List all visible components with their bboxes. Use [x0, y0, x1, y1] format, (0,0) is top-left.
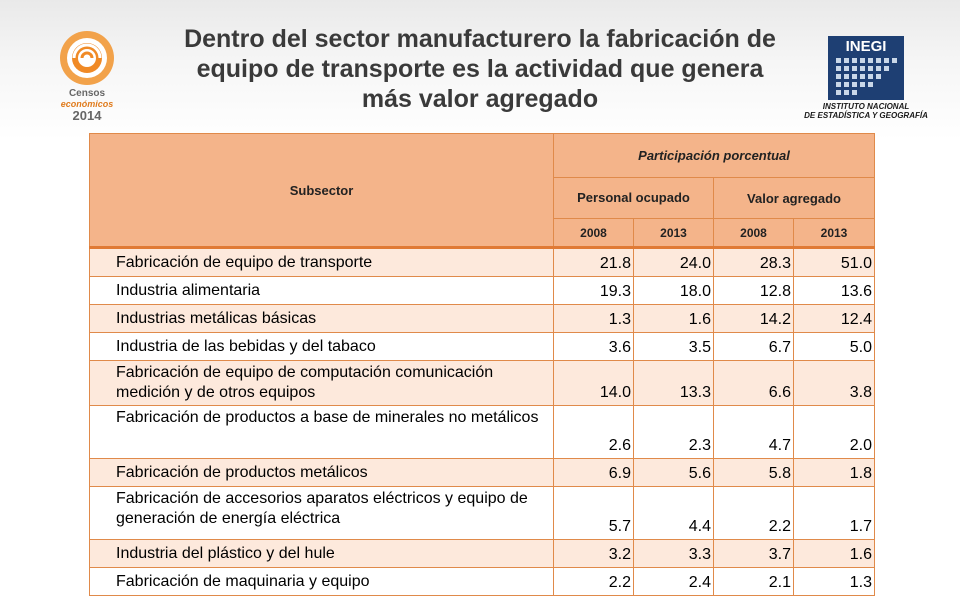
- value-cell: 28.3: [713, 246, 794, 277]
- inegi-logo-name: INEGI: [846, 38, 887, 55]
- value-cell: 19.3: [553, 276, 634, 305]
- value-cell: 5.7: [553, 486, 634, 540]
- table-row: Fabricación de equipo de transporte 21.8 2…: [89, 246, 876, 277]
- value-cell: 2.4: [633, 567, 714, 596]
- value-cell: 6.6: [713, 360, 794, 406]
- subsector-name: Fabricación de maquinaria y equipo: [89, 567, 554, 596]
- table-row: Industrias metálicas básicas 1.3 1.6 14.2 12…: [89, 304, 876, 333]
- inegi-mark-icon: INEGI: [828, 36, 904, 100]
- value-cell: 3.6: [553, 332, 634, 361]
- value-cell: 2.0: [792, 405, 876, 459]
- header-personal-ocupado: Personal ocupado: [553, 177, 714, 219]
- value-cell: 12.4: [792, 304, 876, 333]
- inegi-line2: DE ESTADÍSTICA Y GEOGRAFÍA: [804, 111, 928, 120]
- value-cell: 18.0: [633, 276, 714, 305]
- value-cell: 3.7: [713, 539, 794, 568]
- title-line-2: equipo de transporte es la actividad que…: [196, 55, 764, 83]
- value-cell: 24.0: [633, 246, 714, 277]
- value-cell: 5.0: [792, 332, 876, 361]
- logo-censos-line2: económicos: [60, 99, 114, 109]
- inegi-line1: INSTITUTO NACIONAL: [822, 102, 910, 111]
- value-cell: 3.2: [553, 539, 634, 568]
- value-cell: 2.2: [553, 567, 634, 596]
- value-cell: 2.3: [633, 405, 714, 459]
- value-cell: 1.6: [633, 304, 714, 333]
- subsector-name: Industria de las bebidas y del tabaco: [89, 332, 554, 361]
- subsector-name: Fabricación de equipo de transporte: [89, 246, 554, 277]
- subsector-name: Fabricación de accesorios aparatos eléct…: [89, 486, 554, 540]
- censos-spiral-icon: [60, 31, 114, 85]
- table-row: Industria alimentaria 19.3 18.0 12.8 13.6: [89, 276, 876, 305]
- subsector-name: Fabricación de productos a base de miner…: [89, 405, 554, 459]
- value-cell: 5.6: [633, 458, 714, 487]
- logo-censos-line1: Censos: [68, 88, 106, 99]
- header-year: 2008: [713, 218, 794, 248]
- header-subsector: Subsector: [89, 133, 554, 248]
- subsector-name: Industria alimentaria: [89, 276, 554, 305]
- table-row: Fabricación de productos metálicos 6.9 5.6…: [89, 458, 876, 487]
- header-year: 2013: [633, 218, 714, 248]
- censos-economicos-logo: Censos económicos 2014: [52, 28, 122, 124]
- value-cell: 21.8: [553, 246, 634, 277]
- table-row: Industria de las bebidas y del tabaco 3.6…: [89, 332, 876, 361]
- inegi-logo: INEGI INSTITUTO NACIONAL DE ESTADÍSTICA …: [804, 36, 932, 120]
- value-cell: 4.7: [713, 405, 794, 459]
- table-row: Fabricación de productos a base de miner…: [89, 405, 876, 459]
- value-cell: 14.0: [553, 360, 634, 406]
- value-cell: 1.8: [792, 458, 876, 487]
- header-participacion: Participación porcentual: [552, 133, 876, 178]
- subsector-name: Fabricación de productos metálicos: [89, 458, 554, 487]
- header-valor-agregado: Valor agregado: [712, 177, 876, 219]
- value-cell: 6.7: [713, 332, 794, 361]
- value-cell: 4.4: [633, 486, 714, 540]
- table-row: Fabricación de equipo de computación com…: [89, 360, 876, 406]
- value-cell: 1.7: [792, 486, 876, 540]
- header-band: [0, 0, 960, 140]
- value-cell: 3.3: [633, 539, 714, 568]
- value-cell: 3.5: [633, 332, 714, 361]
- page-title: Dentro del sector manufacturero la fabri…: [150, 24, 810, 114]
- header-year: 2013: [792, 218, 876, 248]
- value-cell: 14.2: [713, 304, 794, 333]
- value-cell: 2.1: [713, 567, 794, 596]
- value-cell: 6.9: [553, 458, 634, 487]
- value-cell: 51.0: [792, 246, 876, 277]
- data-table: Subsector Participación porcentual Perso…: [89, 133, 876, 596]
- header-year: 2008: [553, 218, 634, 248]
- value-cell: 1.6: [792, 539, 876, 568]
- value-cell: 1.3: [792, 567, 876, 596]
- value-cell: 12.8: [713, 276, 794, 305]
- value-cell: 2.6: [553, 405, 634, 459]
- value-cell: 3.8: [792, 360, 876, 406]
- table-row: Fabricación de accesorios aparatos eléct…: [89, 486, 876, 540]
- value-cell: 13.6: [792, 276, 876, 305]
- title-line-3: más valor agregado: [361, 85, 599, 113]
- subsector-name: Industrias metálicas básicas: [89, 304, 554, 333]
- subsector-name: Fabricación de equipo de computación com…: [89, 360, 554, 406]
- value-cell: 1.3: [553, 304, 634, 333]
- value-cell: 13.3: [633, 360, 714, 406]
- title-line-1: Dentro del sector manufacturero la fabri…: [184, 25, 776, 53]
- logo-censos-year: 2014: [72, 108, 102, 123]
- table-row: Fabricación de maquinaria y equipo 2.2 2.4…: [89, 567, 876, 596]
- value-cell: 5.8: [713, 458, 794, 487]
- value-cell: 2.2: [713, 486, 794, 540]
- subsector-name: Industria del plástico y del hule: [89, 539, 554, 568]
- table-row: Industria del plástico y del hule 3.2 3.3 3…: [89, 539, 876, 568]
